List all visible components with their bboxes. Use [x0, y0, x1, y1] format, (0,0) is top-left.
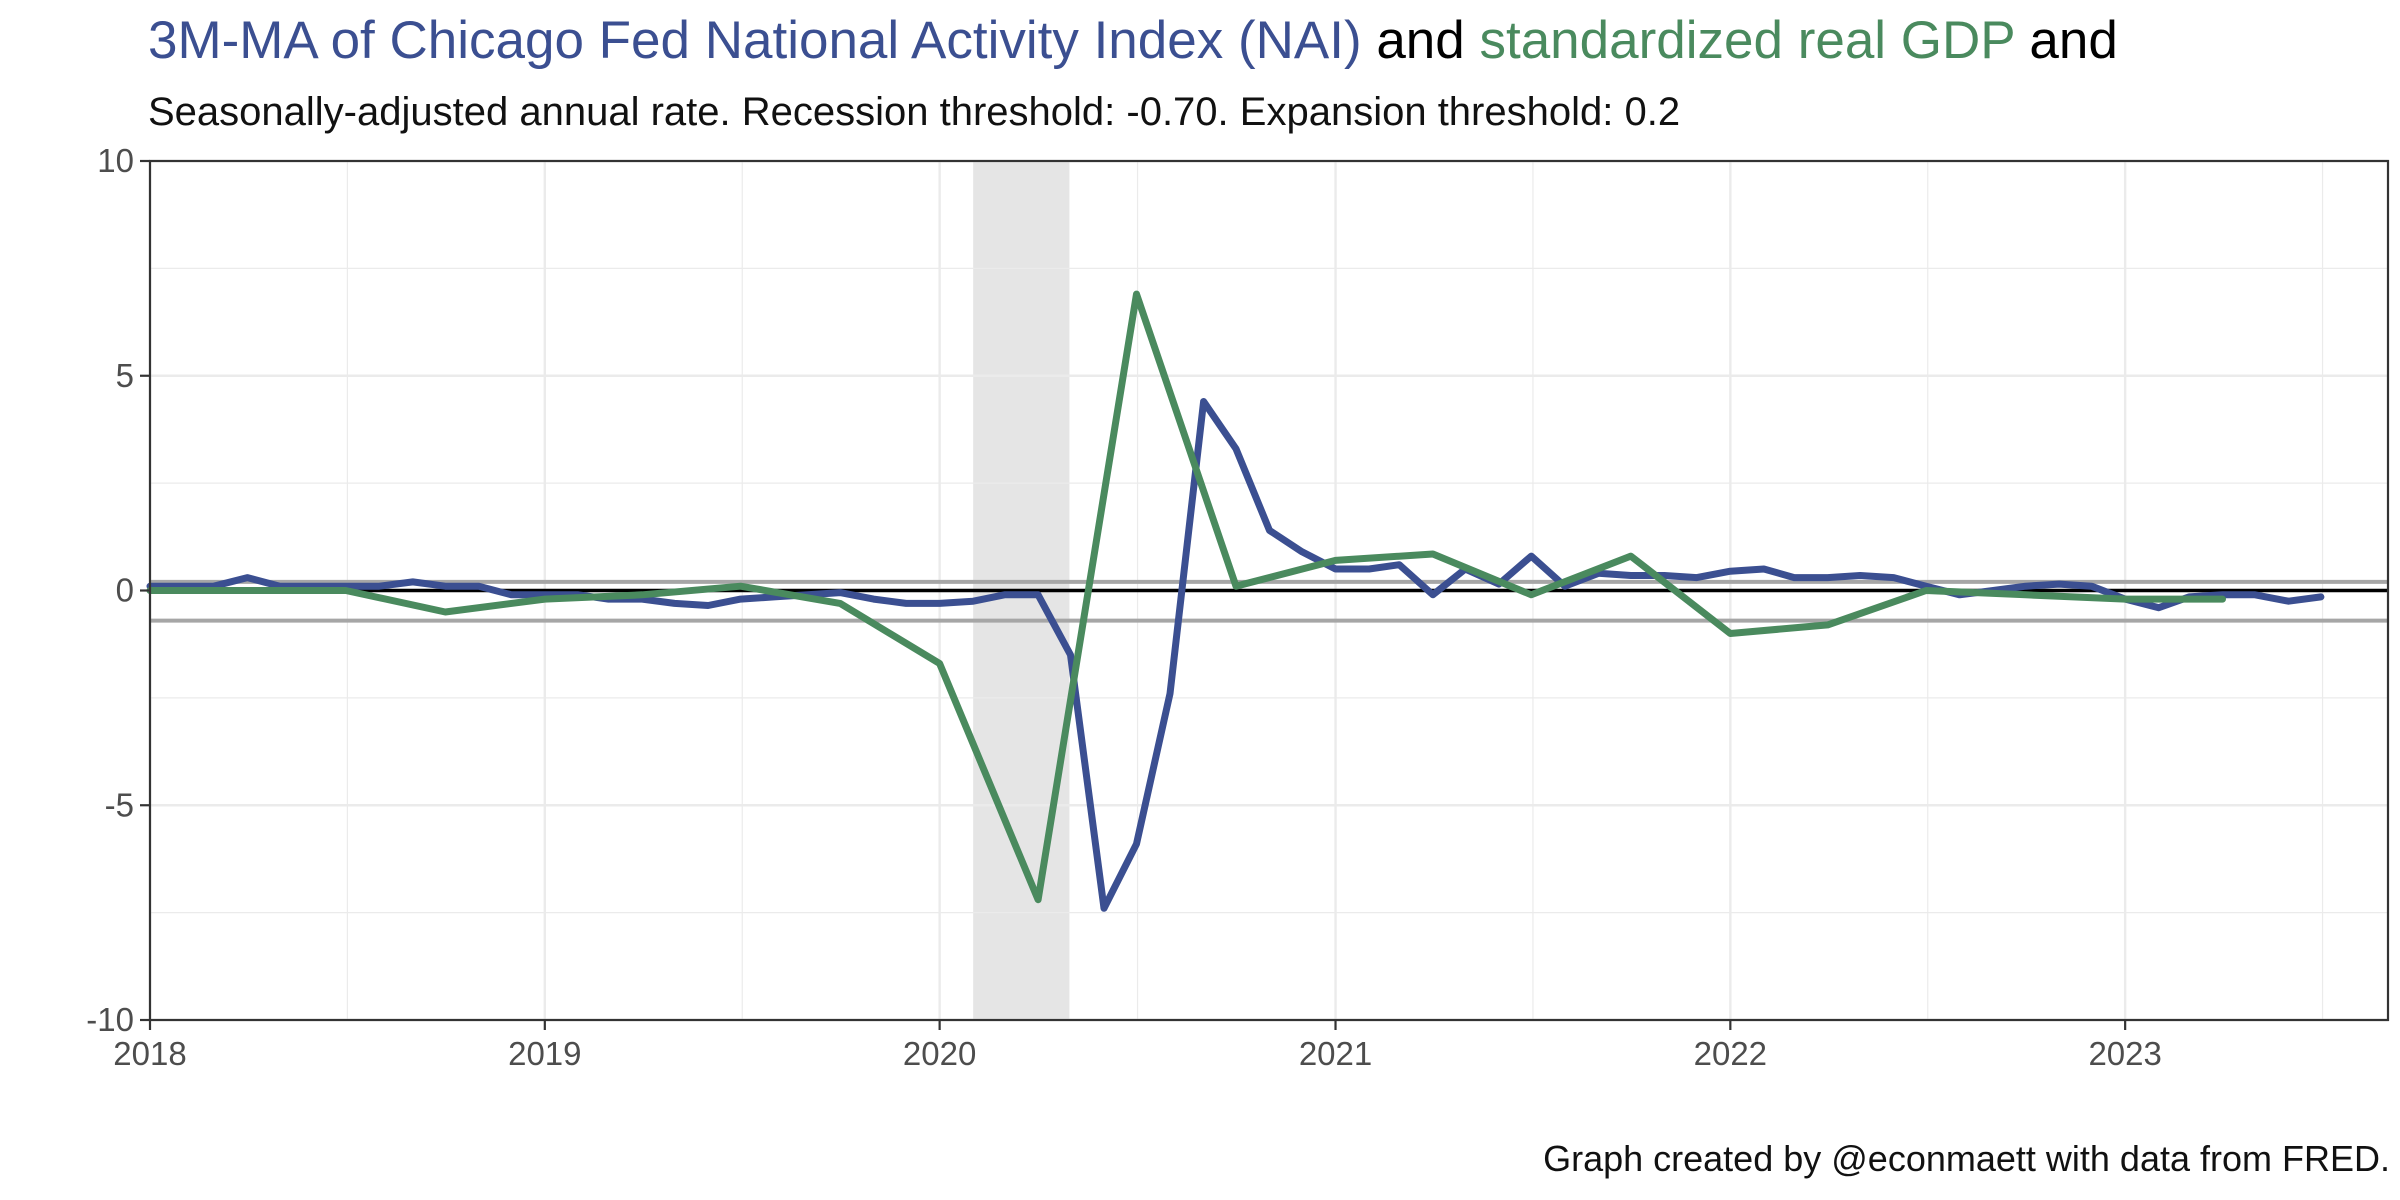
y-tick-label: -10 — [86, 1001, 134, 1038]
y-tick-label: 0 — [116, 572, 134, 609]
chart-caption: Graph created by @econmaett with data fr… — [1543, 1138, 2390, 1179]
x-tick-label: 2021 — [1299, 1035, 1372, 1072]
x-tick-label: 2023 — [2088, 1035, 2161, 1072]
x-tick-label: 2019 — [508, 1035, 581, 1072]
x-tick-label: 2022 — [1694, 1035, 1767, 1072]
series-line-nai — [146, 398, 2325, 912]
y-tick-label: 10 — [97, 142, 134, 179]
y-tick-label: -5 — [105, 786, 134, 823]
x-tick-label: 2020 — [903, 1035, 976, 1072]
title-trailing-and-text: and — [2014, 11, 2118, 70]
title-nai-text: 3M-MA of Chicago Fed National Activity I… — [148, 11, 1362, 70]
chart-title: 3M-MA of Chicago Fed National Activity I… — [148, 10, 2118, 71]
series-line-gdp — [146, 290, 2226, 904]
title-and-text: and — [1361, 11, 1480, 70]
chart-subtitle: Seasonally-adjusted annual rate. Recessi… — [148, 90, 1681, 134]
chart-series — [146, 290, 2325, 912]
x-tick-label: 2018 — [113, 1035, 186, 1072]
title-gdp-text: standardized real GDP — [1479, 11, 2015, 70]
y-tick-label: 5 — [116, 357, 134, 394]
